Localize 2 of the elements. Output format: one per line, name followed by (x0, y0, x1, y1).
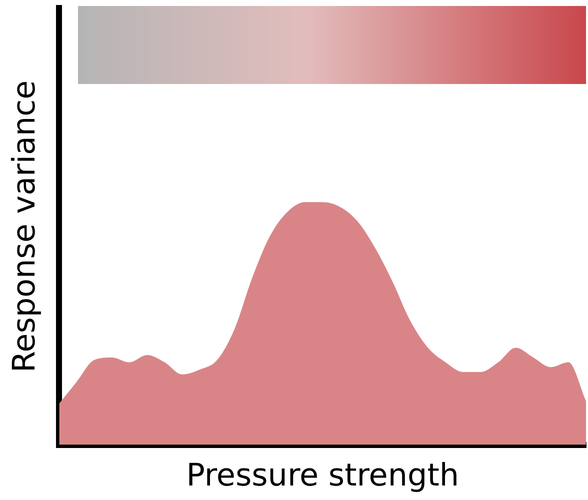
x-axis-title: Pressure strength (186, 457, 459, 494)
y-axis-title: Response variance (6, 80, 43, 372)
